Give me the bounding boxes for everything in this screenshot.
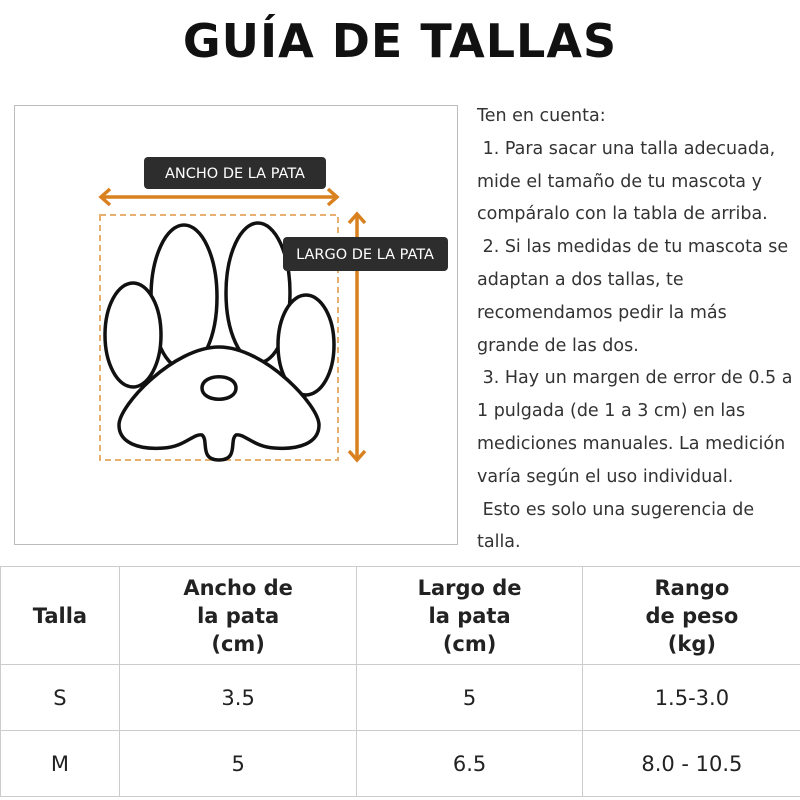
size-table: Talla Ancho de la pata (cm) Largo de la pa… [0, 566, 800, 797]
notes: Ten en cuenta: 1. Para sacar una talla a… [477, 100, 800, 559]
table-cell: M [0, 730, 120, 797]
note-line: 2. Si las medidas de tu mascota se [477, 237, 789, 258]
header-cell: Talla [0, 566, 120, 665]
note-line: varía según el uso individual. [477, 466, 734, 487]
label-bg [144, 157, 326, 189]
table-row: M 5 6.5 8.0 - 10.5 [0, 730, 800, 797]
header-cell: Largo de la pata (cm) [356, 566, 583, 665]
table-cell: 6.5 [356, 730, 583, 797]
width-label: ANCHO DE LA PATA [165, 166, 305, 182]
table-cell: 8.0 - 10.5 [581, 730, 800, 797]
title: GUÍA DE TALLAS [182, 14, 618, 68]
width-arrow [98, 187, 340, 207]
note-line: 1. Para sacar una talla adecuada, [477, 138, 776, 159]
note-line: 3. Hay un margen de error de 0.5 a [477, 368, 793, 389]
header-cell: Rango de peso (kg) [581, 566, 800, 665]
table-cell: 1.5-3.0 [581, 664, 800, 731]
note-line: Esto es solo una sugerencia de [477, 499, 755, 520]
label-bg [283, 237, 448, 271]
header-cell: Ancho de la pata (cm) [118, 566, 358, 665]
table-cell: 3.5 [118, 664, 358, 731]
note-line: 1 pulgada (de 1 a 3 cm) en las [477, 401, 746, 422]
table-cell: S [0, 664, 120, 731]
paw-diagram: ANCHO DE LA PATA LARGO DE LA PATA [14, 105, 458, 545]
note-line: recomendamos pedir la más [477, 302, 727, 323]
note-line: grande de las dos. [477, 335, 639, 356]
table-row: S 3.5 5 1.5-3.0 [0, 664, 800, 731]
note-line: talla. [477, 532, 521, 553]
header-row: Talla Ancho de la pata (cm) Largo de la pa… [0, 566, 800, 665]
note-line: compáralo con la tabla de arriba. [477, 204, 768, 225]
table-cell: 5 [356, 664, 583, 731]
paw [103, 221, 336, 462]
table-cell: 5 [118, 730, 358, 797]
note-line: mide el tamaño de tu mascota y [477, 171, 762, 192]
note-line: Ten en cuenta: [477, 106, 606, 126]
length-label: LARGO DE LA PATA [296, 247, 434, 263]
note-line: mediciones manuales. La medición [477, 433, 786, 454]
note-line: adaptan a dos tallas, te [477, 269, 684, 290]
